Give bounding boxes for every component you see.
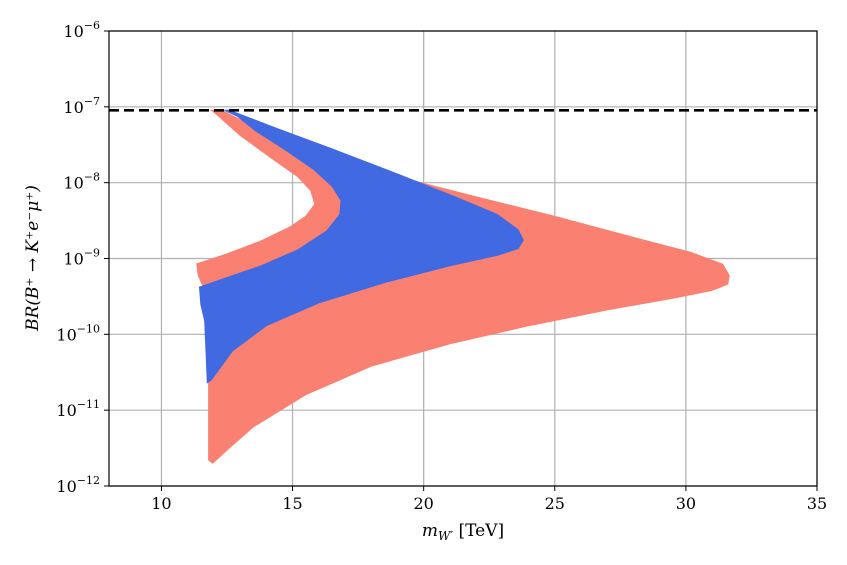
- x-tick-label-3: 25: [545, 494, 565, 513]
- x-axis-label: mW′ [TeV]: [422, 521, 504, 543]
- x-tick-label-5: 35: [807, 494, 827, 513]
- y-tick-label-4: 10−10: [56, 322, 100, 344]
- x-ticks: 10 15 20 25 30 35: [151, 486, 827, 513]
- x-tick-label-1: 15: [282, 494, 302, 513]
- y-tick-label-0: 10−6: [63, 19, 100, 41]
- x-tick-label-0: 10: [151, 494, 171, 513]
- series-region-1: [198, 109, 524, 384]
- series-group: [196, 109, 730, 464]
- x-axis-label-unit: [TeV]: [453, 521, 504, 541]
- y-tick-label-2: 10−8: [63, 171, 100, 193]
- x-tick-label-2: 20: [413, 494, 433, 513]
- y-tick-label-1: 10−7: [63, 95, 100, 117]
- x-tick-label-4: 30: [676, 494, 696, 513]
- series-region-0: [196, 109, 730, 464]
- x-axis-label-sub: W′: [438, 529, 453, 543]
- y-axis-label: BR(B⁺ → K⁺e⁻μ⁺): [23, 185, 43, 332]
- x-axis-label-main: m: [422, 521, 438, 541]
- y-ticks: 10−6 10−7 10−8 10−9 10−10 10−11 10−12: [56, 19, 109, 496]
- y-tick-label-6: 10−12: [56, 474, 100, 496]
- y-tick-label-3: 10−9: [63, 247, 100, 269]
- y-tick-label-5: 10−11: [56, 398, 100, 420]
